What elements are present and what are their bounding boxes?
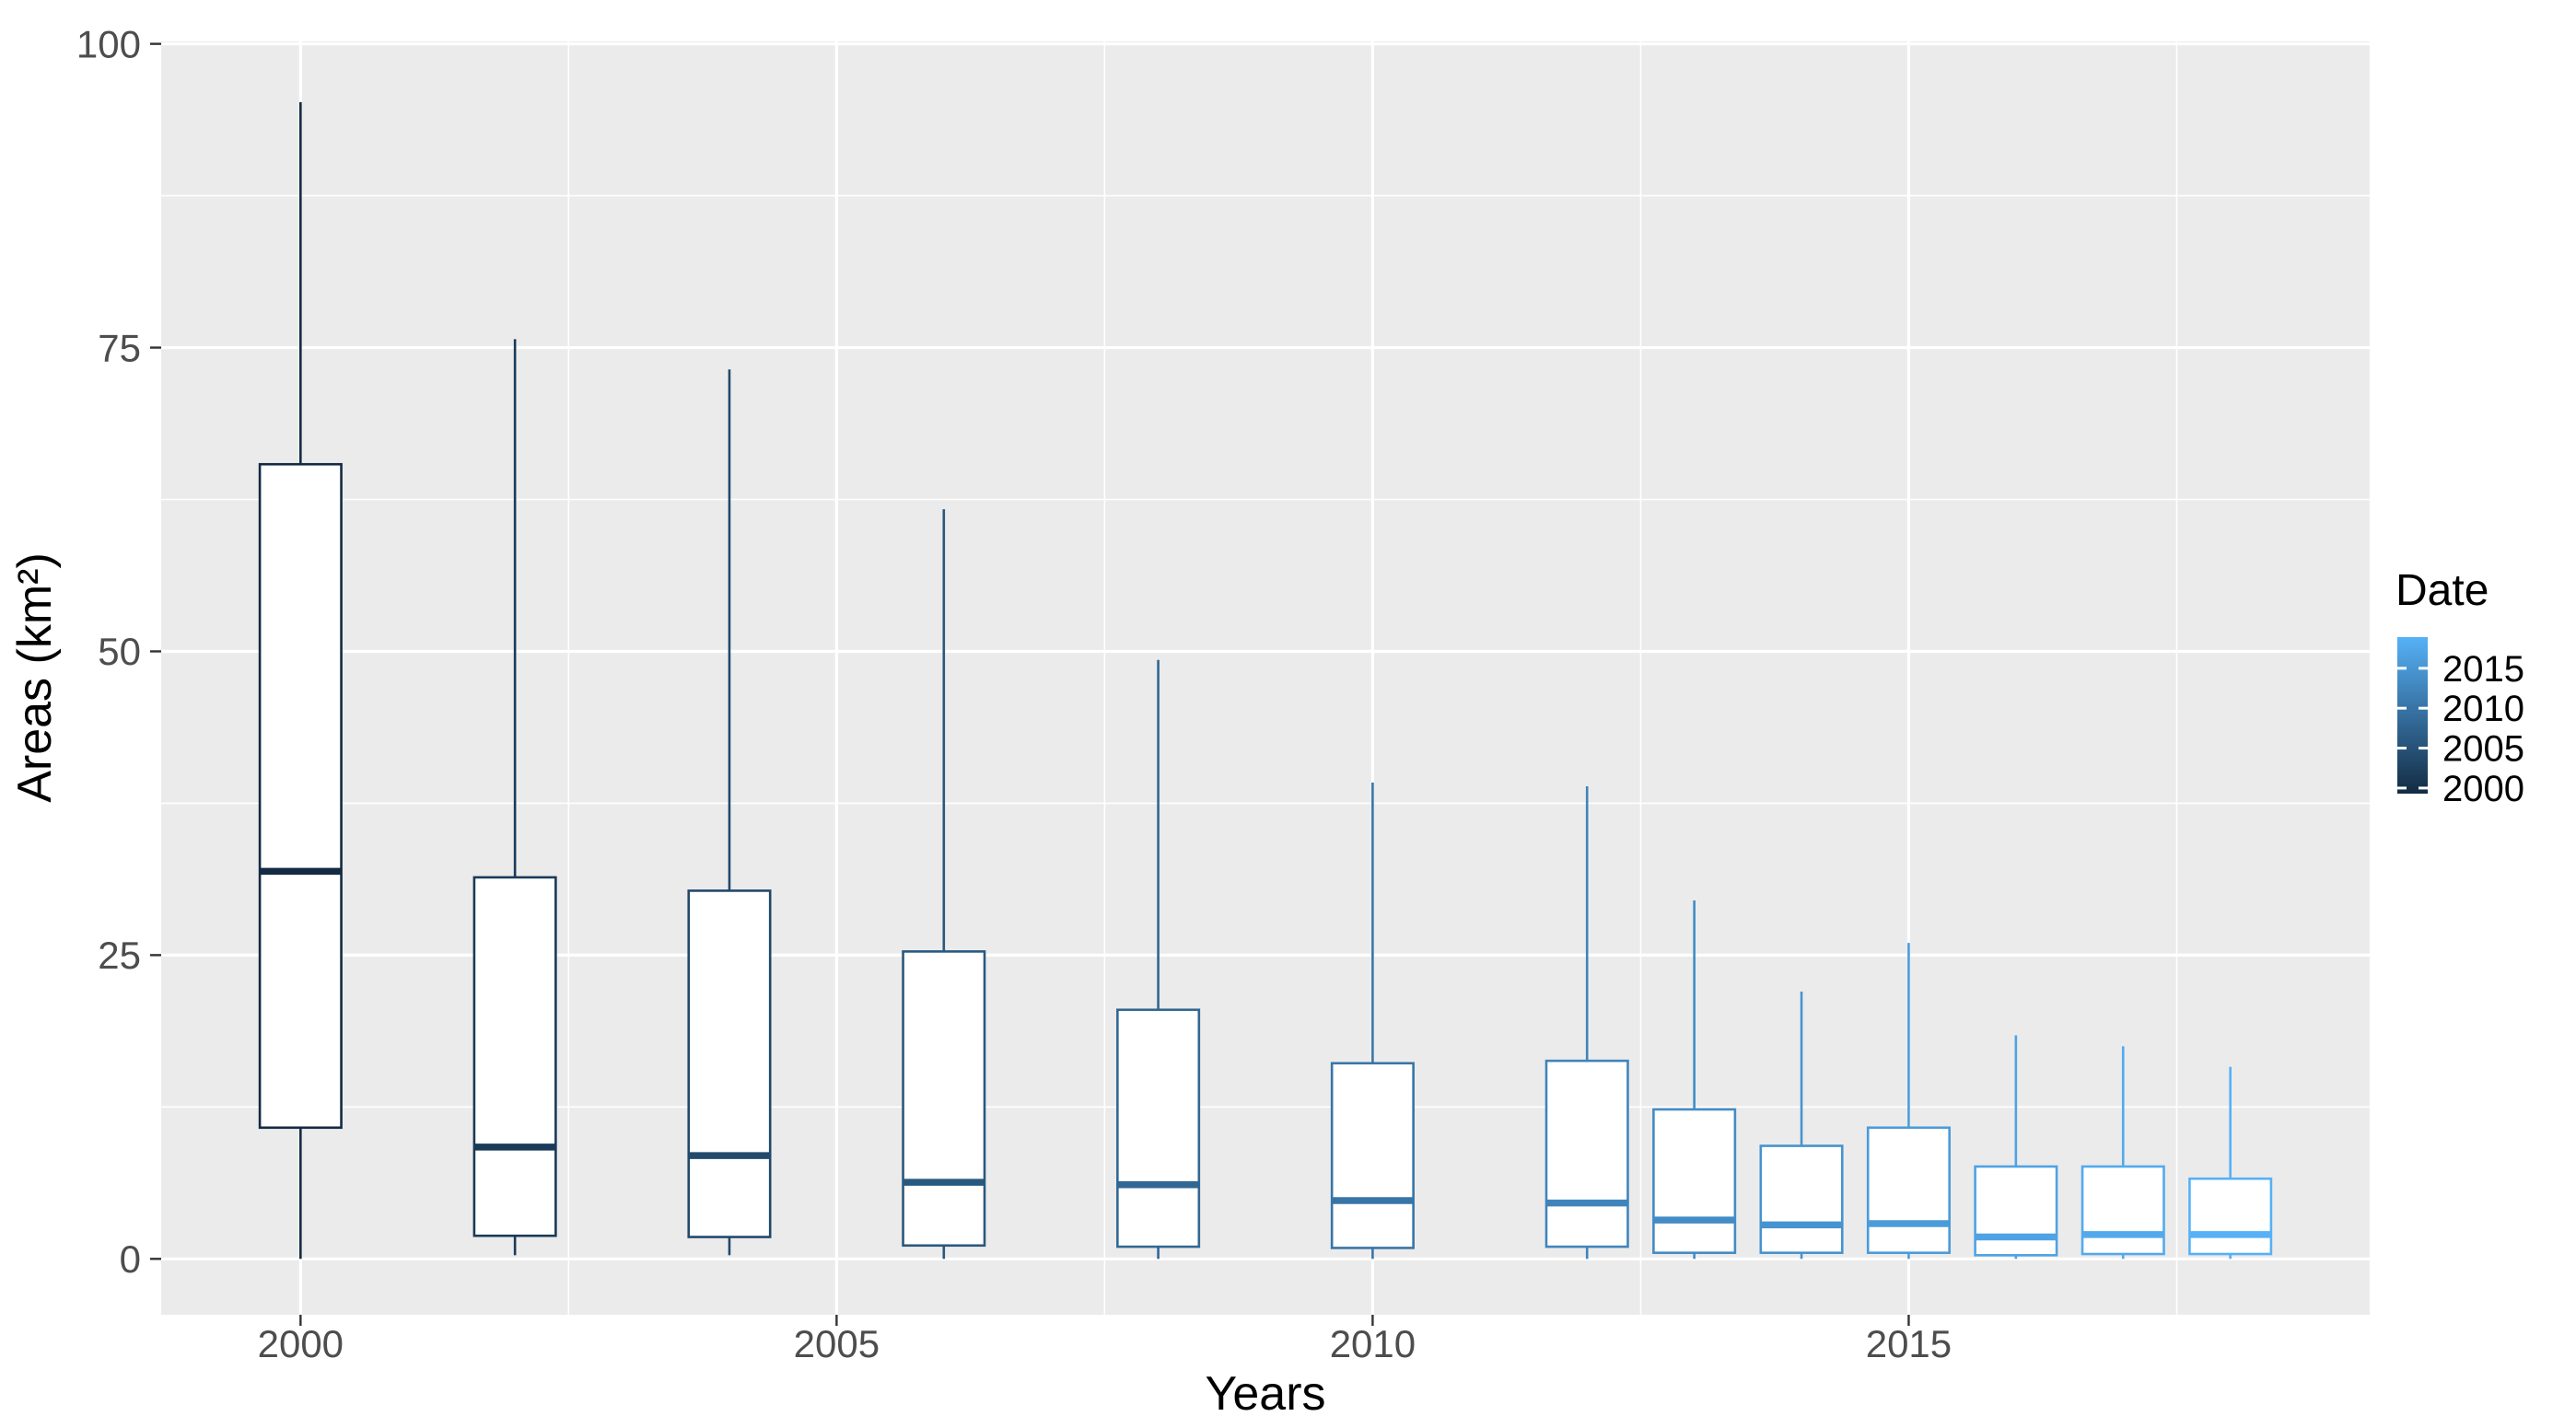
x-axis-title: Years [1205, 1367, 1326, 1421]
x-tick-label: 2010 [1330, 1322, 1416, 1365]
box-2004 [687, 889, 772, 1238]
legend-colorbar [2397, 637, 2428, 794]
y-axis-title: Areas (km²) [8, 552, 62, 803]
box-2013 [1652, 1108, 1737, 1254]
legend-tick-label: 2010 [2442, 689, 2524, 729]
y-tick-label: 0 [120, 1237, 141, 1281]
box-2015 [1866, 1126, 1951, 1254]
box-2017 [2081, 1165, 2165, 1256]
y-tick-label: 75 [98, 326, 141, 369]
y-tick-label: 25 [98, 934, 141, 977]
x-tick-label: 2005 [794, 1322, 880, 1365]
box-2000 [258, 462, 343, 1130]
legend-title: Date [2395, 566, 2489, 615]
x-tick-label: 2015 [1866, 1322, 1952, 1365]
y-tick-label: 50 [98, 630, 141, 673]
x-tick-label: 2000 [258, 1322, 344, 1365]
box-2012 [1544, 1059, 1629, 1248]
legend-tick-label: 2005 [2442, 729, 2524, 770]
box-2010 [1330, 1062, 1415, 1249]
box-2014 [1759, 1144, 1844, 1254]
box-2002 [472, 876, 557, 1237]
box-2008 [1116, 1008, 1201, 1248]
box-2018 [2188, 1177, 2273, 1256]
y-tick-label: 100 [76, 22, 141, 65]
legend-tick-label: 2015 [2442, 649, 2524, 690]
legend-tick-label: 2000 [2442, 769, 2524, 809]
box-2016 [1974, 1165, 2058, 1257]
box-2006 [902, 950, 986, 1248]
